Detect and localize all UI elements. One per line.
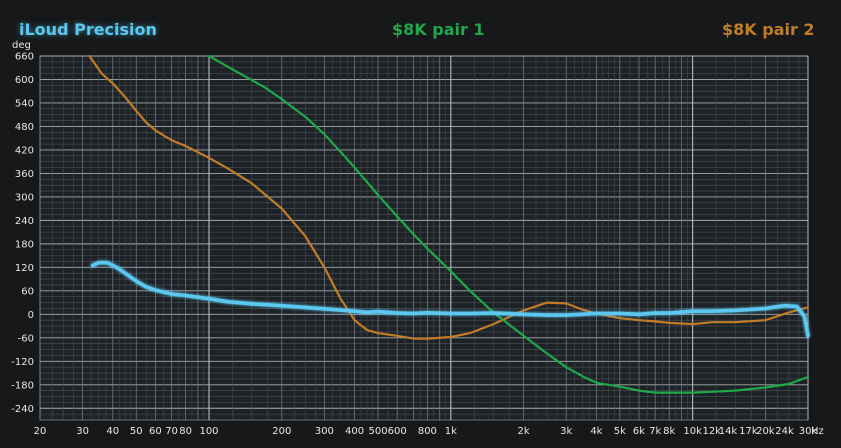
series-lines bbox=[88, 54, 810, 394]
y-tick-label: 240 bbox=[15, 216, 34, 227]
x-axis-unit: Hz bbox=[811, 426, 824, 437]
x-tick-label: 30k bbox=[799, 426, 818, 437]
legend-ilouD-precision: iLoud Precision bbox=[19, 20, 157, 39]
y-tick-label: 120 bbox=[15, 263, 34, 274]
x-tick-label: 12k bbox=[703, 426, 722, 437]
x-tick-label: 800 bbox=[418, 426, 437, 437]
y-tick-label: -120 bbox=[11, 357, 34, 368]
x-tick-label: 3k bbox=[560, 426, 572, 437]
y-axis-label: deg bbox=[12, 40, 31, 51]
y-tick-label: 360 bbox=[15, 169, 34, 180]
y-tick-label: 180 bbox=[15, 239, 34, 250]
x-tick-label: 8k bbox=[663, 426, 675, 437]
x-tick-label: 20k bbox=[756, 426, 775, 437]
y-tick-label: 600 bbox=[15, 75, 34, 86]
series-line-1 bbox=[207, 54, 810, 394]
y-tick-label: -240 bbox=[11, 404, 34, 415]
x-tick-label: 2k bbox=[518, 426, 530, 437]
y-tick-label: 420 bbox=[15, 145, 34, 156]
x-tick-label: 300 bbox=[315, 426, 334, 437]
y-tick-label: -60 bbox=[18, 333, 34, 344]
x-tick-label: 4k bbox=[590, 426, 602, 437]
grid bbox=[39, 55, 809, 421]
legend-8k-pair-2: $8K pair 2 bbox=[722, 20, 815, 39]
x-tick-label: 20 bbox=[34, 426, 47, 437]
x-tick-label: 60 bbox=[149, 426, 162, 437]
x-tick-label: 500 bbox=[368, 426, 387, 437]
x-tick-label: 6k bbox=[633, 426, 645, 437]
y-tick-label: 300 bbox=[15, 192, 34, 203]
x-tick-label: 10k bbox=[683, 426, 702, 437]
legend-8k-pair-1: $8K pair 1 bbox=[392, 20, 485, 39]
series-line-0 bbox=[90, 260, 810, 338]
x-tick-label: 70 bbox=[165, 426, 178, 437]
x-tick-label: 600 bbox=[388, 426, 407, 437]
x-tick-label: 50 bbox=[130, 426, 143, 437]
x-tick-label: 30 bbox=[76, 426, 89, 437]
x-tick-label: 400 bbox=[345, 426, 364, 437]
tick-labels: 660600540480420360300240180120600-60-120… bbox=[11, 52, 817, 438]
y-tick-label: 660 bbox=[15, 52, 34, 63]
x-tick-label: 7k bbox=[649, 426, 661, 437]
x-tick-label: 200 bbox=[272, 426, 291, 437]
y-tick-label: 540 bbox=[15, 98, 34, 109]
x-tick-label: 14k bbox=[719, 426, 738, 437]
y-tick-label: 0 bbox=[28, 310, 34, 321]
x-tick-label: 40 bbox=[106, 426, 119, 437]
series-line-2 bbox=[88, 54, 810, 340]
x-tick-label: 80 bbox=[179, 426, 192, 437]
x-tick-label: 24k bbox=[775, 426, 794, 437]
x-tick-label: 100 bbox=[199, 426, 218, 437]
x-tick-label: 1k bbox=[445, 426, 457, 437]
x-tick-label: 5k bbox=[614, 426, 626, 437]
y-tick-label: 480 bbox=[15, 122, 34, 133]
y-tick-label: 60 bbox=[21, 286, 34, 297]
x-tick-label: 17k bbox=[739, 426, 758, 437]
y-tick-label: -180 bbox=[11, 380, 34, 391]
